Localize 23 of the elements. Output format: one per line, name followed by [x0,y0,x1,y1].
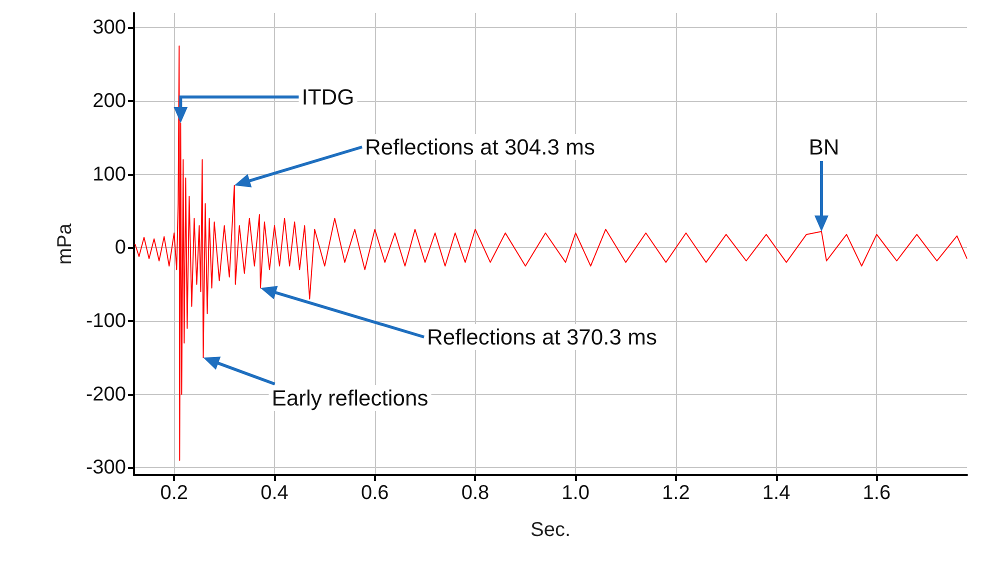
x-tick-label: 1.4 [762,482,790,504]
x-tick-label: 1.6 [862,482,891,504]
x-tick-label: 0.8 [461,482,490,504]
annotation: ITDG [302,84,354,110]
annotation: Reflections at 370.3 ms [427,324,657,350]
y-tick-label: 0 [114,236,126,259]
y-tick-label: -300 [86,456,126,479]
y-tick-label: -200 [86,383,126,406]
x-tick-label: 1.0 [562,482,590,504]
line-series [134,46,968,461]
x-tick-label: 1.2 [662,482,690,504]
x-tick-label: 0.6 [360,482,389,504]
x-tick-label: 0.2 [160,482,188,504]
y-tick-label: 200 [92,90,126,112]
x-axis-title: Sec. [530,519,571,541]
y-tick-label: 300 [92,16,126,39]
annotation: BN [808,134,840,160]
y-tick-label: 100 [92,163,126,186]
annotation: Early reflections [272,386,428,410]
annotation: Reflections at 304.3 ms [365,134,595,160]
x-tick-label: 0.4 [260,482,288,504]
y-axis-title: mPa [54,222,76,265]
y-tick-label: -100 [86,310,126,332]
